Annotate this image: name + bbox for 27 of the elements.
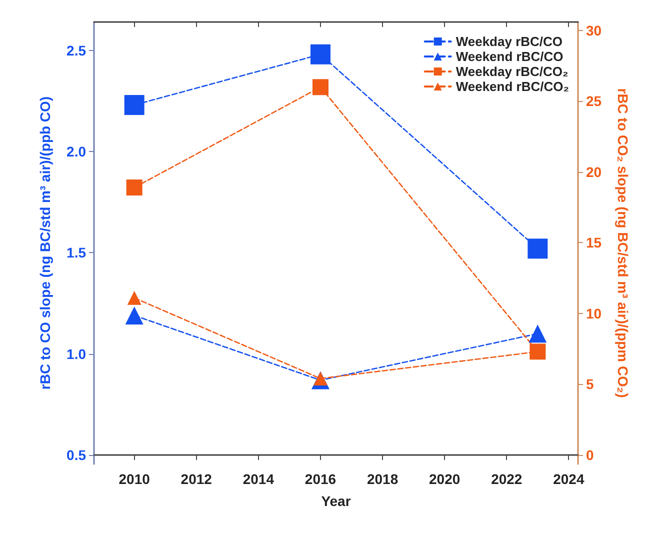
legend-label: Weekend rBC/CO (456, 49, 564, 64)
x-tick-label: 2016 (304, 471, 336, 487)
y-tick-label: 1.0 (66, 346, 86, 362)
y-tick-label: 2.0 (66, 144, 86, 160)
legend-label: Weekday rBC/CO (456, 34, 563, 49)
y-tick-label: 0.5 (66, 447, 86, 464)
x-tick-label: 2020 (429, 471, 460, 487)
legend-label: Weekend rBC/CO₂ (456, 79, 570, 94)
y-axis-title: rBC to CO slope (ng BC/std m³ air)/(ppb CO) (37, 96, 53, 390)
y2-tick-label: 30 (586, 22, 602, 38)
y2-tick-label: 15 (586, 234, 602, 251)
y2-tick-label: 20 (586, 164, 602, 180)
x-tick-label: 2012 (180, 471, 212, 487)
x-tick-label: 2022 (491, 471, 522, 487)
y-tick-label: 1.5 (66, 244, 86, 261)
y2-tick-label: 10 (586, 305, 602, 322)
y2-tick-label: 5 (586, 376, 594, 392)
y-tick-label: 2.5 (66, 42, 86, 58)
y2-axis-title: rBC to CO₂ slope (ng BC/std m³ air)/(ppm CO₂) (615, 88, 631, 398)
x-tick-label: 2014 (242, 471, 274, 487)
x-tick-label: 2024 (553, 471, 584, 487)
y2-tick-label: 25 (586, 93, 602, 110)
x-tick-label: 2010 (118, 471, 150, 487)
y2-tick-label: 0 (586, 446, 594, 463)
x-tick-label: 2018 (366, 471, 398, 487)
x-axis-title: Year (321, 493, 352, 509)
legend-label: Weekday rBC/CO₂ (456, 64, 569, 79)
